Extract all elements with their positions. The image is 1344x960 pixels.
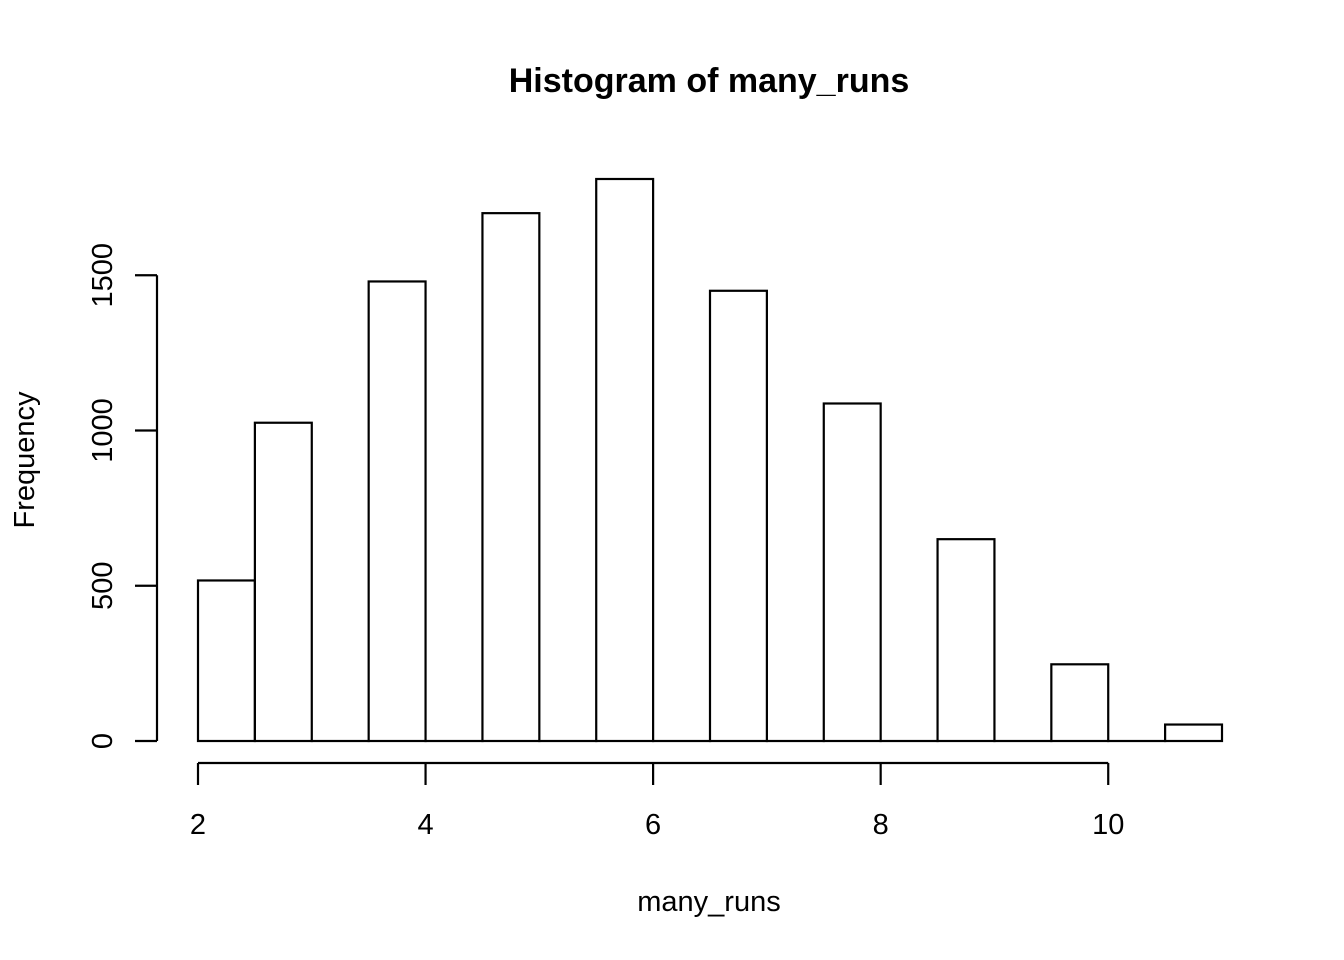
histogram-bars (196, 177, 1224, 743)
histogram-bar-5 (481, 212, 541, 743)
histogram-bar-13 (936, 538, 996, 743)
x-tick-label: 4 (417, 809, 433, 841)
histogram-bar-17 (1164, 723, 1224, 743)
y-tick-label: 0 (87, 733, 119, 749)
histogram-bar-9 (708, 289, 768, 743)
histogram-bar-0 (196, 579, 256, 743)
x-axis: 2 4 6 8 10 (190, 761, 1124, 841)
y-axis-label: Frequency (9, 391, 41, 529)
x-tick-label: 8 (873, 809, 889, 841)
histogram-bar-11 (822, 402, 882, 743)
histogram-bar-15 (1050, 663, 1110, 743)
y-tick-label: 1500 (87, 243, 119, 308)
histogram-bar-7 (595, 177, 655, 743)
histogram-bar-3 (367, 280, 427, 743)
histogram-bar-1 (253, 421, 313, 743)
x-axis-label: many_runs (637, 886, 780, 918)
chart-title: Histogram of many_runs (509, 62, 910, 100)
x-tick-label: 2 (190, 809, 206, 841)
x-tick-label: 10 (1092, 809, 1124, 841)
y-tick-label: 1000 (87, 398, 119, 463)
y-tick-label: 500 (87, 562, 119, 610)
y-axis: 0 500 1000 1500 (87, 243, 159, 749)
x-tick-label: 6 (645, 809, 661, 841)
